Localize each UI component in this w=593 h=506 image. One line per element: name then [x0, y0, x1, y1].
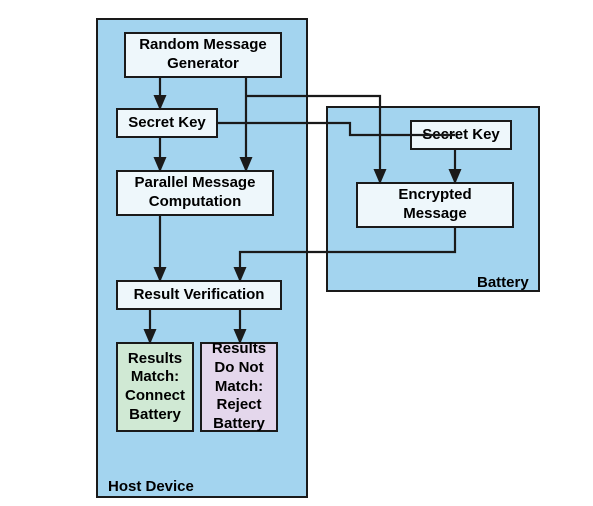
parallel-message-computation-node: Parallel MessageComputation	[116, 170, 274, 216]
secret-key-battery-node: Secret Key	[410, 120, 512, 150]
node-label: Parallel MessageComputation	[135, 174, 256, 212]
node-label: Secret Key	[422, 126, 500, 145]
result-verification-node: Result Verification	[116, 280, 282, 310]
battery-panel-label: Battery	[477, 274, 529, 291]
node-label: ResultsDo NotMatch:RejectBattery	[212, 340, 266, 434]
random-message-generator-node: Random MessageGenerator	[124, 32, 282, 78]
encrypted-message-node: EncryptedMessage	[356, 182, 514, 228]
results-match-node: ResultsMatch:ConnectBattery	[116, 342, 194, 432]
node-label: ResultsMatch:ConnectBattery	[125, 350, 185, 425]
node-label: EncryptedMessage	[398, 186, 471, 224]
secret-key-host-node: Secret Key	[116, 108, 218, 138]
flowchart-canvas: Host Device Battery Random MessageGenera…	[0, 0, 593, 506]
node-label: Secret Key	[128, 114, 206, 133]
results-reject-node: ResultsDo NotMatch:RejectBattery	[200, 342, 278, 432]
host-device-panel-label: Host Device	[108, 478, 194, 495]
node-label: Random MessageGenerator	[139, 36, 267, 74]
node-label: Result Verification	[134, 286, 265, 305]
